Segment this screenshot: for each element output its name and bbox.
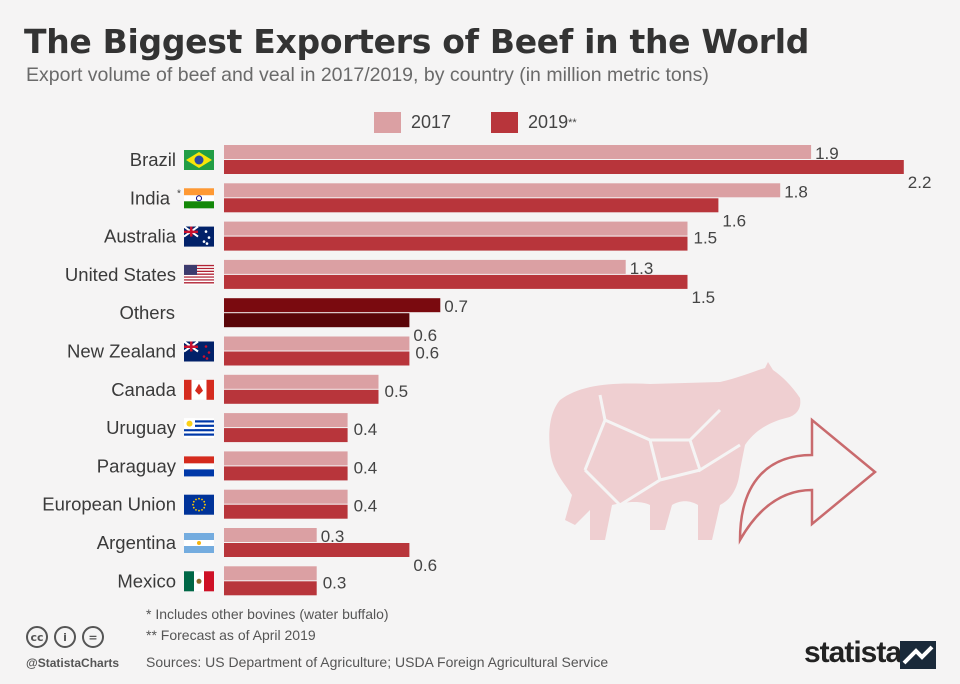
category-label-group: Brazil India * Australia United States Others… [42, 149, 181, 591]
bar-2019-india [224, 198, 719, 213]
flag-brazil-icon [184, 150, 214, 170]
flag-european-union-icon [184, 494, 214, 515]
value-label-2017-canada: 0.5 [385, 382, 409, 401]
legend-item-2017: 2017 [374, 112, 451, 133]
value-label-2017-india: 1.8 [784, 182, 808, 201]
value-label-2017-european-union: 0.4 [354, 497, 378, 516]
statista-logo-icon [900, 641, 936, 669]
bar-2019-united-states [224, 274, 688, 289]
flag-uruguay-icon [184, 418, 214, 439]
value-label-2017-paraguay: 0.4 [354, 458, 378, 477]
flag-paraguay-icon [184, 456, 214, 477]
flag-india-icon [184, 188, 214, 209]
statista-logo: statista [804, 636, 902, 669]
bar-2019-paraguay [224, 466, 348, 481]
bar-2017-united-states [224, 259, 626, 274]
legend-item-2019: 2019 ** [491, 112, 577, 133]
flag-new-zealand-icon [183, 340, 214, 362]
category-label-canada: Canada [111, 379, 177, 400]
value-label-2019-argentina: 0.6 [413, 556, 437, 575]
bar-2017-european-union [224, 489, 348, 504]
category-label-australia: Australia [104, 226, 177, 247]
value-label-2019-united-states: 1.5 [692, 288, 716, 307]
bar-2019-mexico [224, 581, 317, 596]
legend-footnote-mark: ** [568, 116, 577, 129]
category-label-paraguay: Paraguay [97, 455, 177, 476]
legend: 2017 2019 ** [374, 112, 617, 133]
legend-swatch-2017 [374, 112, 401, 133]
bar-2017-paraguay [224, 451, 348, 466]
legend-swatch-2019 [491, 112, 519, 133]
legend-label-2017: 2017 [411, 112, 452, 132]
bar-2017-australia [224, 221, 688, 236]
value-label-2017-united-states: 1.3 [630, 259, 654, 278]
category-label-new-zealand: New Zealand [67, 341, 176, 362]
value-label-2019-others: 0.6 [413, 326, 437, 345]
nd-icon: = [82, 626, 104, 648]
footnote-other-bovines: * Includes other bovines (water buffalo) [146, 606, 389, 622]
value-label-2017-others: 0.7 [444, 297, 468, 316]
value-label-group: 1.92.21.81.61.51.31.50.70.60.60.50.40.40… [321, 144, 932, 592]
category-label-uruguay: Uruguay [106, 417, 177, 438]
bar-2017-brazil [224, 145, 812, 159]
bar-2017-others [224, 298, 441, 313]
value-label-2017-brazil: 1.9 [815, 144, 839, 163]
bar-group [224, 145, 904, 596]
bar-2019-australia [224, 236, 688, 251]
export-arrow [738, 417, 877, 545]
bar-2019-canada [224, 389, 379, 404]
flag-argentina-icon [184, 533, 214, 553]
bar-2019-argentina [224, 543, 410, 557]
footnote-forecast: ** Forecast as of April 2019 [146, 627, 316, 643]
cow-illustration [549, 362, 801, 540]
value-label-2019-brazil: 2.2 [908, 173, 932, 192]
license-icons: cc i = [26, 626, 104, 648]
category-label-others: Others [119, 302, 175, 323]
value-label-2017-new-zealand: 0.6 [415, 344, 439, 363]
twitter-handle: @StatistaCharts [26, 656, 120, 670]
chart-title: The Biggest Exporters of Beef in the Wor… [24, 22, 810, 61]
bar-2017-argentina [224, 528, 317, 542]
category-label-united-states: United States [65, 264, 176, 285]
category-label-mexico: Mexico [117, 570, 176, 591]
value-label-2017-australia: 1.5 [694, 229, 718, 248]
chart-subtitle: Export volume of beef and veal in 2017/2… [26, 64, 709, 86]
category-label-brazil: Brazil [130, 149, 176, 170]
bar-2017-canada [224, 374, 379, 389]
by-icon: i [54, 626, 76, 648]
value-label-2017-mexico: 0.3 [323, 573, 347, 592]
flag-united-states-icon [184, 264, 214, 285]
flag-australia-icon [183, 225, 214, 247]
bar-2017-uruguay [224, 413, 348, 428]
flag-canada-icon [184, 379, 214, 400]
sources: Sources: US Department of Agriculture; U… [146, 654, 609, 670]
flag-group [183, 150, 214, 592]
category-label-argentina: Argentina [97, 532, 177, 553]
bar-2019-others [224, 313, 410, 328]
bar-2019-uruguay [224, 428, 348, 443]
category-footnote-mark: * [177, 188, 181, 199]
bar-2019-european-union [224, 504, 348, 519]
category-label-india: India [130, 187, 171, 208]
bar-2019-new-zealand [224, 351, 410, 366]
bar-2017-mexico [224, 566, 317, 581]
value-label-2019-india: 1.6 [722, 211, 746, 230]
cc-icon: cc [26, 626, 48, 648]
flag-mexico-icon [184, 571, 214, 592]
bar-2019-brazil [224, 160, 904, 174]
value-label-2017-argentina: 0.3 [321, 527, 345, 546]
bar-2017-new-zealand [224, 336, 410, 351]
bar-2017-india [224, 183, 781, 198]
value-label-2017-uruguay: 0.4 [354, 420, 378, 439]
category-label-european-union: European Union [42, 494, 176, 515]
legend-label-2019: 2019 [528, 112, 569, 132]
